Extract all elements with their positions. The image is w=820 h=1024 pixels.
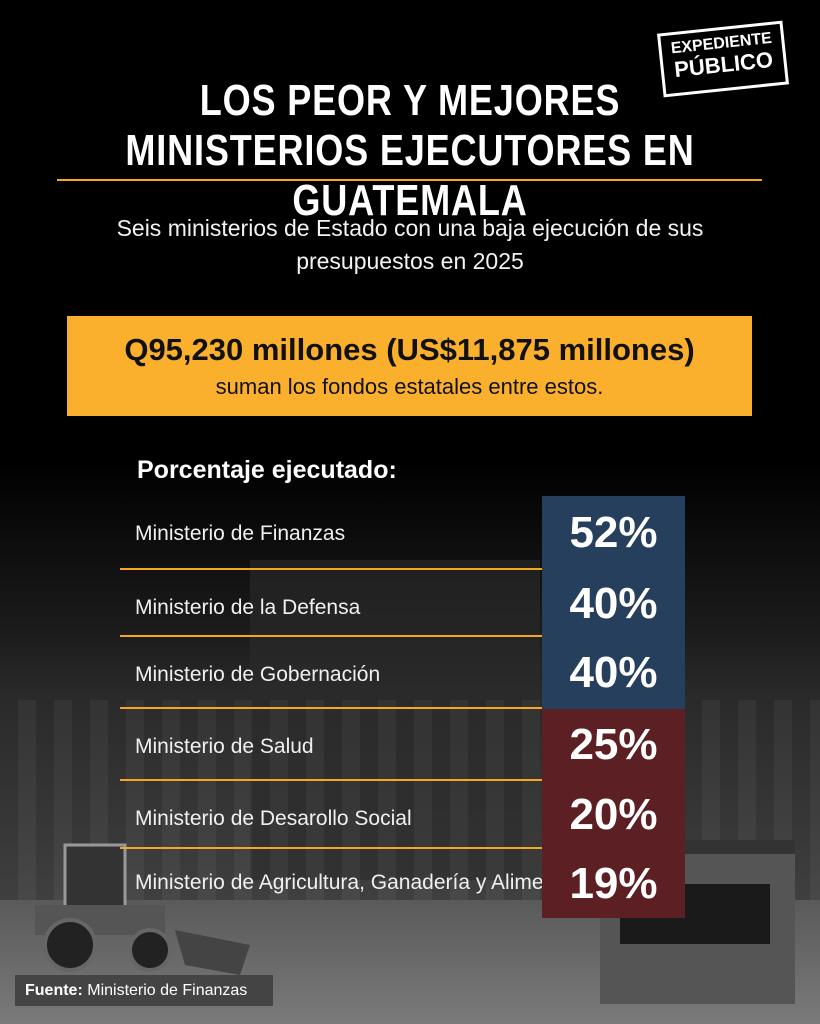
ministry-name: Ministerio de Finanzas	[135, 522, 346, 545]
table-row: Ministerio de Gobernación 40%	[120, 637, 685, 709]
row-divider	[120, 847, 542, 849]
ministry-name: Ministerio de Agricultura, Ganadería y A…	[135, 871, 612, 894]
row-divider	[120, 568, 542, 570]
backhoe-loader-image	[35, 843, 250, 975]
row-divider	[120, 779, 542, 781]
title-underline	[57, 179, 762, 181]
ministry-name: Ministerio de Desarollo Social	[135, 807, 412, 830]
subtitle: Seis ministerios de Estado con una baja …	[116, 215, 704, 274]
percentage-value: 19%	[542, 849, 685, 918]
table-title: Porcentaje ejecutado:	[137, 456, 397, 484]
table-row: Ministerio de Desarollo Social 20%	[120, 781, 685, 849]
ministry-name: Ministerio de Gobernación	[135, 663, 381, 686]
table-row: Ministerio de Salud 25%	[120, 709, 685, 781]
percentage-value: 40%	[542, 570, 685, 637]
source-label: Fuente:	[25, 982, 83, 999]
highlight-amount: Q95,230 millones (US$11,875 millones)	[124, 332, 695, 367]
ministry-name: Ministerio de la Defensa	[135, 596, 361, 619]
row-divider	[120, 707, 542, 709]
percentage-value: 40%	[542, 637, 685, 709]
source-text: Ministerio de Finanzas	[87, 982, 248, 999]
table-row: Ministerio de Finanzas 52%	[120, 496, 685, 570]
percentage-value: 52%	[542, 496, 685, 570]
table-row: Ministerio de Agricultura, Ganadería y A…	[120, 849, 685, 918]
highlight-caption: suman los fondos estatales entre estos.	[215, 374, 604, 399]
ministry-name: Ministerio de Salud	[135, 735, 314, 758]
title-line2: MINISTERIOS EJECUTORES EN GUATEMALA	[125, 126, 695, 225]
percentage-value: 25%	[542, 709, 685, 781]
highlight-box: Q95,230 millones (US$11,875 millones) su…	[67, 316, 752, 416]
percentage-value: 20%	[542, 781, 685, 849]
row-divider	[120, 635, 542, 637]
title-line1: LOS PEOR Y MEJORES	[199, 76, 621, 125]
table-row: Ministerio de la Defensa 40%	[120, 570, 685, 637]
source-note: Fuente: Ministerio de Finanzas	[15, 975, 273, 1006]
